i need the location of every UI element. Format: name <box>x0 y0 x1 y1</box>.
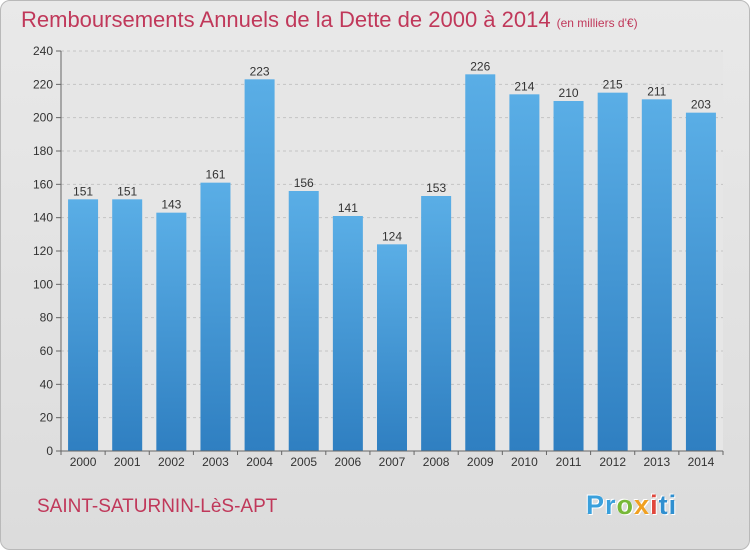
y-tick-label: 20 <box>40 411 54 425</box>
x-tick-label: 2003 <box>202 455 229 469</box>
x-tick-label: 2007 <box>379 455 406 469</box>
y-tick-label: 40 <box>40 377 54 391</box>
x-tick-label: 2012 <box>599 455 626 469</box>
bar-2014 <box>685 112 716 452</box>
data-label: 151 <box>73 184 93 198</box>
data-label: 153 <box>426 181 446 195</box>
y-tick-label: 120 <box>33 244 53 258</box>
y-tick-label: 100 <box>33 277 53 291</box>
x-tick-label: 2009 <box>467 455 494 469</box>
data-label: 223 <box>250 64 270 78</box>
x-tick-label: 2000 <box>70 455 97 469</box>
chart-title: Remboursements Annuels de la Dette de 20… <box>21 7 638 33</box>
data-label: 210 <box>559 86 579 100</box>
bar-2008 <box>421 196 452 451</box>
x-tick-label: 2014 <box>688 455 715 469</box>
data-label: 156 <box>294 176 314 190</box>
bar-2011 <box>553 101 584 451</box>
x-tick-label: 2002 <box>158 455 185 469</box>
bar-2006 <box>332 216 363 451</box>
y-axis: 0 20 40 60 80 100 120 140 160 180 200 220 240 <box>33 44 62 458</box>
data-label: 203 <box>691 98 711 112</box>
data-label: 143 <box>161 198 181 212</box>
data-label: 214 <box>514 79 534 93</box>
y-tick-label: 200 <box>33 111 53 125</box>
bar-2010 <box>509 94 540 451</box>
bar-2005 <box>288 191 319 451</box>
proxiti-logo: Proxiti <box>586 490 678 520</box>
data-label: 161 <box>205 168 225 182</box>
bar-2001 <box>112 199 143 451</box>
y-tick-label: 60 <box>40 344 54 358</box>
bar-2009 <box>465 74 496 451</box>
bar-2013 <box>641 99 672 451</box>
x-axis: 2000 2001 2002 2003 2004 2005 2006 2007 2008 2009… <box>60 450 724 469</box>
data-label: 151 <box>117 184 137 198</box>
y-tick-label: 240 <box>33 44 53 58</box>
data-label: 124 <box>382 229 402 243</box>
x-tick-label: 2004 <box>246 455 273 469</box>
y-tick-label: 0 <box>46 444 53 458</box>
x-tick-label: 2006 <box>335 455 362 469</box>
bar-2007 <box>377 244 407 451</box>
x-tick-label: 2008 <box>423 455 450 469</box>
x-tick-label: 2005 <box>290 455 317 469</box>
y-tick-label: 180 <box>33 144 53 158</box>
bar-2002 <box>156 212 187 451</box>
data-label: 226 <box>470 59 490 73</box>
x-tick-label: 2010 <box>511 455 538 469</box>
bar-2004 <box>244 79 275 451</box>
x-tick-label: 2011 <box>556 455 582 469</box>
location-name: SAINT-SATURNIN-LèS-APT <box>37 496 278 517</box>
bar-2003 <box>200 182 231 451</box>
data-label: 215 <box>603 78 623 92</box>
y-tick-label: 140 <box>33 211 53 225</box>
data-label: 141 <box>338 201 358 215</box>
x-tick-label: 2013 <box>643 455 670 469</box>
bar-2000 <box>68 199 99 451</box>
y-tick-label: 220 <box>33 77 53 91</box>
bar-2012 <box>597 92 628 452</box>
data-label: 211 <box>647 84 666 98</box>
bars: 151 151 143 161 223 156 141 124 153 226 214 210 215 2… <box>68 59 716 452</box>
y-tick-label: 160 <box>33 177 53 191</box>
y-tick-label: 80 <box>40 311 54 325</box>
unit-note: (en milliers d'€) <box>556 16 638 30</box>
title-text: Remboursements Annuels de la Dette de 20… <box>21 7 551 32</box>
x-tick-label: 2001 <box>114 455 141 469</box>
